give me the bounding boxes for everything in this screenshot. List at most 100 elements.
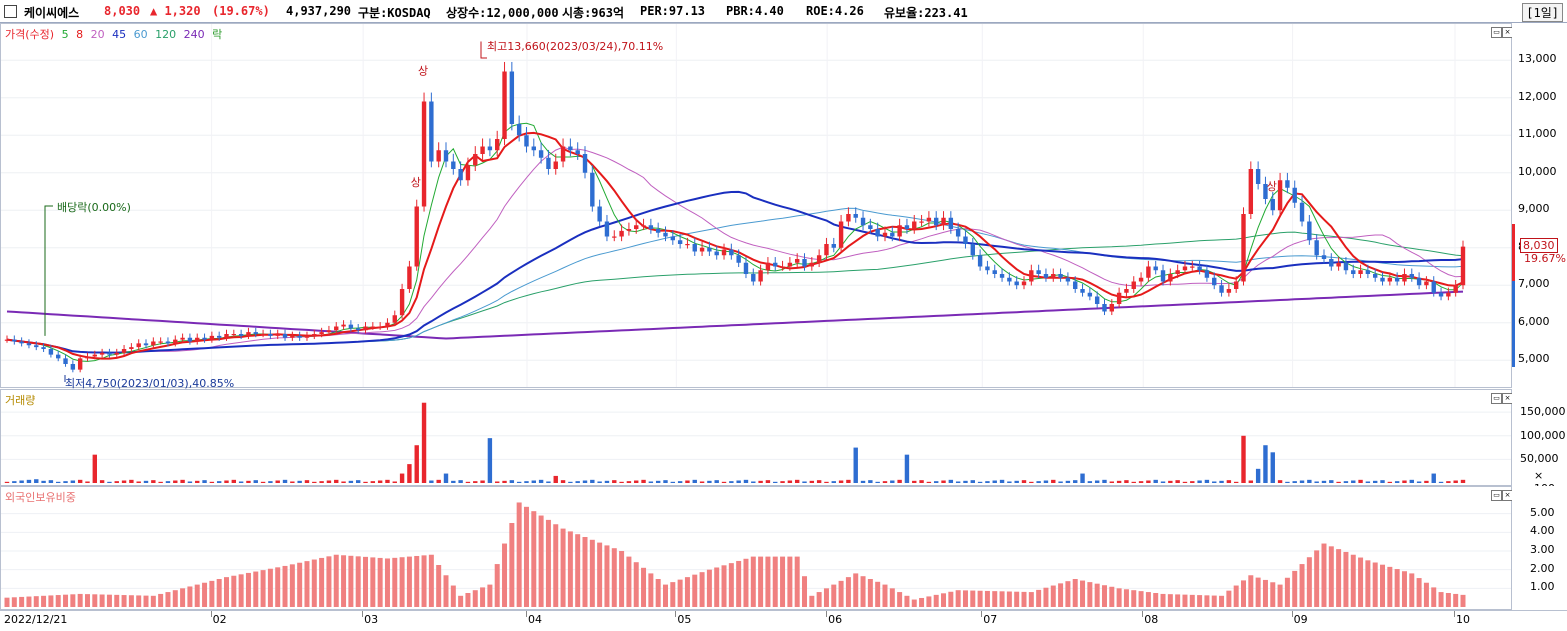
foreign-bar [282,565,288,607]
volume-bar [809,480,815,483]
foreign-tick-label: 5.00 [1530,505,1555,519]
volume-bar [209,481,215,483]
foreign-bar [984,590,990,607]
volume-bar [1314,481,1319,483]
volume-bar [824,481,829,483]
x-tick-label: 07 [983,613,998,626]
select-checkbox[interactable] [4,5,17,18]
legend-price[interactable]: 가격(수정) [5,28,55,41]
volume-chart-svg[interactable] [1,390,1511,485]
foreign-bar [1445,593,1451,607]
volume-bar [1255,468,1261,483]
candle-body [1146,266,1151,278]
candle-body [516,124,522,136]
candle-body [1270,199,1275,211]
foreign-bar [1387,566,1393,607]
volume-bar [985,481,990,483]
foreign-ownership-panel[interactable]: 외국인보유비중 ▭ × [0,486,1513,610]
panel-minimize-icon[interactable]: ▭ [1491,27,1502,38]
candle-body [99,352,105,355]
volume-bar [619,481,624,483]
candle-body [1153,266,1158,271]
legend-ma8[interactable]: 8 [76,28,84,41]
volume-bar [1051,479,1056,483]
foreign-bar [406,556,412,607]
foreign-bar [772,556,778,607]
foreign-bar [494,564,500,607]
high-marker [480,41,487,59]
foreign-bar [604,545,610,607]
candle-body [238,334,244,336]
volume-bar [641,479,646,483]
volume-bar [743,479,749,483]
legend-ma45[interactable]: 45 [112,28,127,41]
legend-ma20[interactable]: 20 [90,28,105,41]
volume-bar [246,480,251,483]
volume-bar [1233,481,1239,483]
foreign-bar [1453,593,1459,607]
foreign-bar [1358,557,1364,607]
price-tick-label: 7,000 [1518,277,1550,291]
foreign-bar [750,556,756,607]
candle-body [202,337,207,340]
foreign-bar [706,569,712,607]
foreign-bar [567,531,573,607]
foreign-bar [399,557,405,607]
volume-legend[interactable]: 거래량 [5,394,36,407]
candle-body [890,232,895,237]
panel-minimize-icon[interactable]: ▭ [1491,490,1502,501]
legend-ma240[interactable]: 240 [183,28,205,41]
foreign-bar [1343,551,1349,607]
foreign-bar [150,595,156,607]
foreign-bar [487,584,493,607]
candle-body [977,255,983,267]
foreign-chart-svg[interactable] [1,487,1511,609]
x-tick-label: 08 [1144,613,1159,626]
candle-body [465,165,471,181]
candle-body [187,337,193,342]
foreign-bar [911,599,917,607]
foreign-bar [1321,543,1327,607]
foreign-bar [1328,546,1334,607]
candle-body [1453,285,1458,293]
foreign-bar [955,590,961,607]
foreign-bar [662,584,668,607]
volume-panel[interactable]: 거래량 ▭ × [0,389,1513,486]
volume-bar [56,481,61,483]
foreign-bar [99,594,105,607]
legend-ma5[interactable]: 5 [61,28,69,41]
foreign-bar [809,595,815,607]
candle-body [1168,274,1173,282]
foreign-bar [684,577,690,607]
foreign-bar [509,523,515,607]
foreign-bar [348,555,354,607]
foreign-bar [677,579,683,607]
volume-bar [297,480,302,483]
candle-body [999,274,1005,278]
price-chart-svg[interactable]: 상상상 [1,24,1511,387]
candle-body [348,324,354,329]
volume-bar [1299,480,1305,483]
foreign-bar [326,556,332,607]
legend-ma120[interactable]: 120 [155,28,177,41]
volume-bar [663,480,668,483]
volume-bar [509,480,515,483]
volume-bar [363,481,368,483]
legend-ma60[interactable]: 60 [133,28,148,41]
foreign-bar [1006,591,1012,607]
foreign-bar [92,594,98,607]
stock-name[interactable]: 케이씨에스 [24,6,80,20]
foreign-tick-label: 4.00 [1530,524,1555,538]
foreign-bar [860,576,866,607]
volume-bar [151,480,156,483]
period-selector[interactable]: [1일] [1522,3,1563,22]
panel-minimize-icon[interactable]: ▭ [1491,393,1502,404]
legend-ex-dividend[interactable]: 락 [212,28,223,41]
volume-bar [1190,481,1195,483]
foreign-bar [633,562,639,607]
volume-bar [1343,481,1349,483]
candle-body [868,225,873,229]
volume-bar [1021,480,1027,483]
foreign-legend[interactable]: 외국인보유비중 [5,491,76,504]
